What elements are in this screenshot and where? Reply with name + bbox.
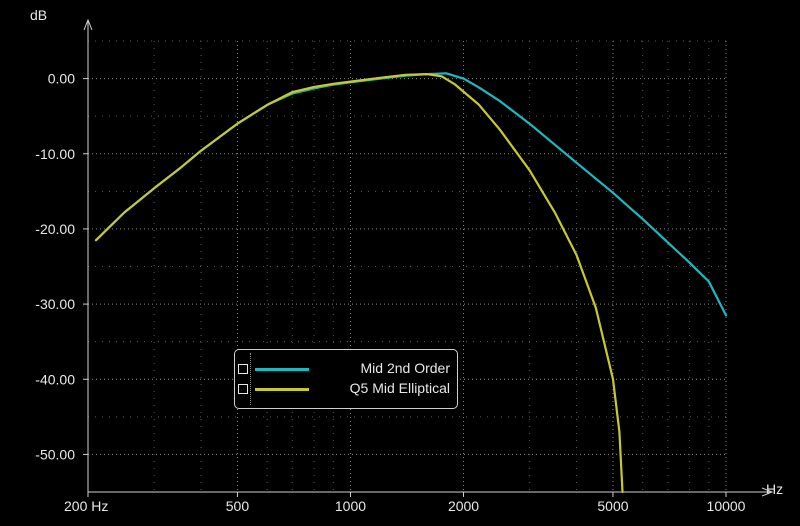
chart-legend: Mid 2nd Order Q5 Mid Elliptical (234, 349, 458, 409)
legend-item-mid-2nd-order[interactable]: Mid 2nd Order (235, 359, 457, 379)
legend-swatch (255, 368, 309, 371)
y-tick-label: 0.00 (48, 71, 75, 87)
plot-axes (83, 18, 774, 497)
x-axis-arrow (761, 487, 774, 497)
legend-label: Q5 Mid Elliptical (349, 380, 450, 396)
x-tick-label: 5000 (597, 498, 628, 514)
series-line-0 (94, 72, 728, 317)
x-tick-label: 1000 (335, 498, 366, 514)
legend-checkbox[interactable] (238, 384, 248, 394)
series-line-1 (94, 72, 624, 494)
plot-series (94, 72, 728, 494)
legend-item-q5-mid-elliptical[interactable]: Q5 Mid Elliptical (235, 379, 457, 399)
y-tick-label: -20.00 (35, 221, 75, 237)
x-tick-label: 200 Hz (64, 498, 108, 514)
tick-labels: 0.00 -10.00 -20.00 -30.00 -40.00 -50.00 200 Hz… (35, 71, 745, 514)
y-axis-arrow (83, 18, 93, 31)
plot-grid (87, 40, 727, 493)
y-tick-label: -50.00 (35, 446, 75, 462)
y-tick-label: -10.00 (35, 146, 75, 162)
y-tick-label: -30.00 (35, 296, 75, 312)
legend-divider (250, 353, 251, 405)
x-tick-label: 10000 (707, 498, 746, 514)
legend-label: Mid 2nd Order (360, 360, 450, 376)
x-axis-unit: Hz (766, 481, 783, 497)
y-axis-unit: dB (30, 7, 47, 23)
legend-checkbox[interactable] (238, 364, 248, 374)
legend-swatch (255, 388, 309, 391)
x-tick-label: 500 (226, 498, 250, 514)
x-tick-label: 2000 (448, 498, 479, 514)
y-tick-label: -40.00 (35, 371, 75, 387)
